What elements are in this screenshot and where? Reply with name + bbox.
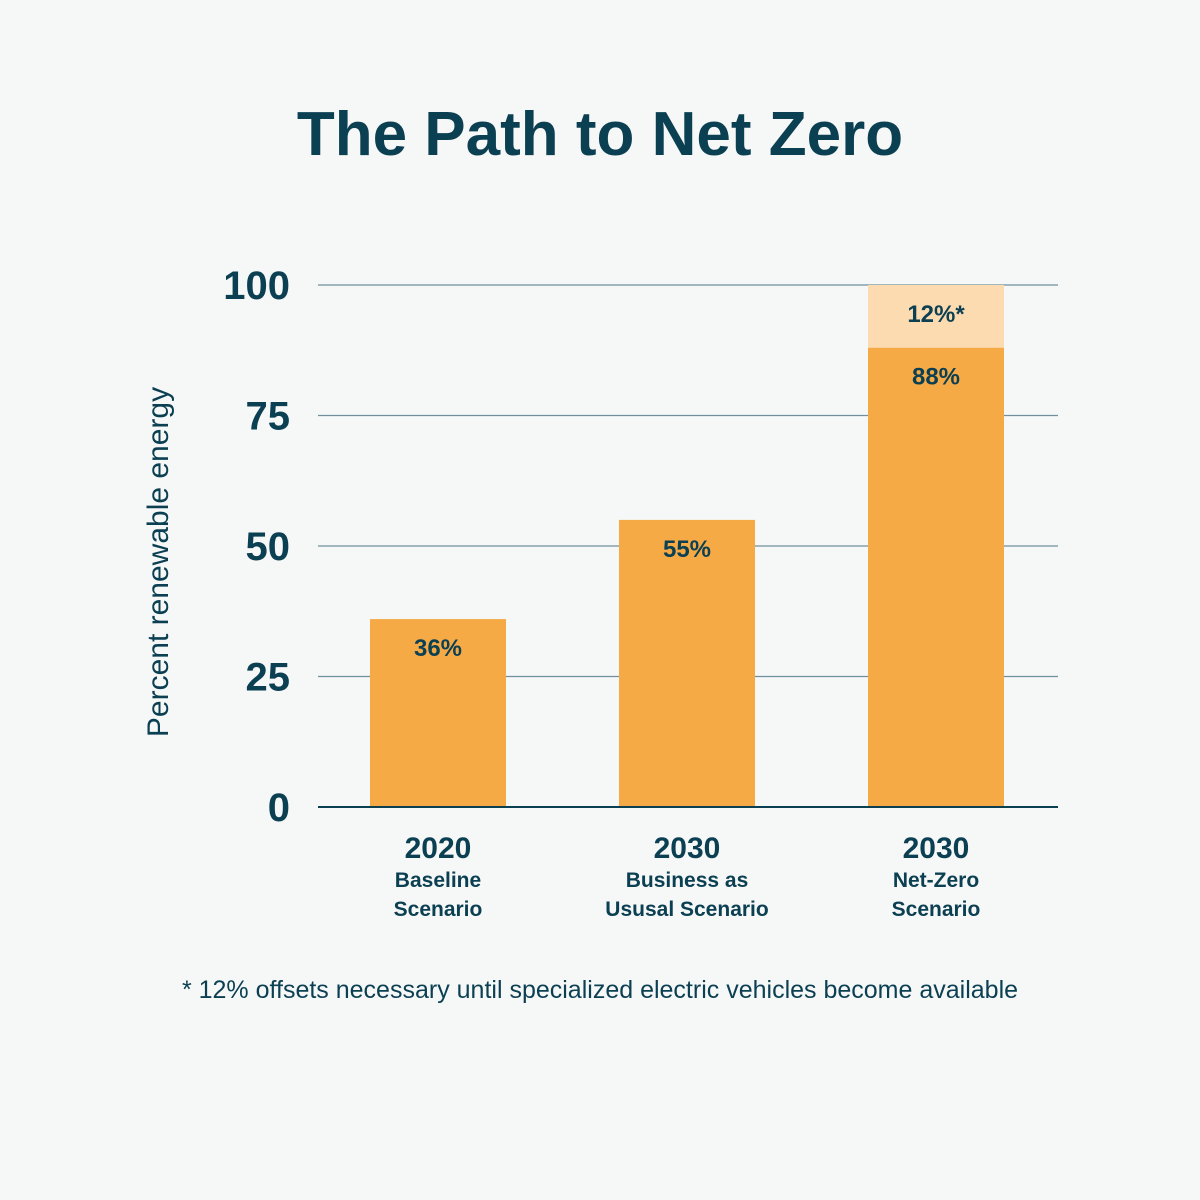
bar	[619, 519, 755, 807]
y-tick-label: 50	[246, 525, 291, 569]
category-year-label: 2020	[405, 832, 472, 865]
y-tick-label: 75	[246, 395, 291, 439]
bar-value-label: 36%	[414, 635, 462, 662]
category-year-label: 2030	[903, 832, 970, 865]
y-axis-label: Percent renewable energy	[142, 387, 175, 737]
bar-value-label: 55%	[663, 536, 711, 563]
category-scenario-label: Baseline	[395, 869, 481, 892]
y-tick-label: 100	[223, 264, 290, 308]
bars	[370, 285, 1004, 807]
bar-value-label: 88%	[912, 364, 960, 391]
bar-value-label: 12%*	[907, 301, 965, 328]
y-tick-labels: 0 25 50 75 100	[223, 264, 290, 830]
offset-bar-segment	[868, 285, 1004, 348]
category-year-label: 2030	[654, 832, 721, 865]
bar-value-labels: 36% 55% 88% 12%*	[414, 301, 965, 662]
y-tick-label: 0	[268, 786, 290, 830]
category-scenario-label: Net-Zero	[893, 869, 979, 892]
category-scenario-label: Ususal Scenario	[605, 898, 768, 921]
bar	[370, 619, 506, 807]
y-tick-label: 25	[246, 656, 291, 700]
chart-title: The Path to Net Zero	[297, 100, 903, 169]
category-scenario-label: Scenario	[892, 898, 981, 921]
category-scenario-label: Scenario	[394, 898, 483, 921]
category-labels: 2020 Baseline Scenario 2030 Business as Ususa…	[394, 832, 981, 921]
footnote: * 12% offsets necessary until specialize…	[182, 976, 1018, 1004]
bar	[868, 347, 1004, 807]
category-scenario-label: Business as	[626, 869, 749, 892]
